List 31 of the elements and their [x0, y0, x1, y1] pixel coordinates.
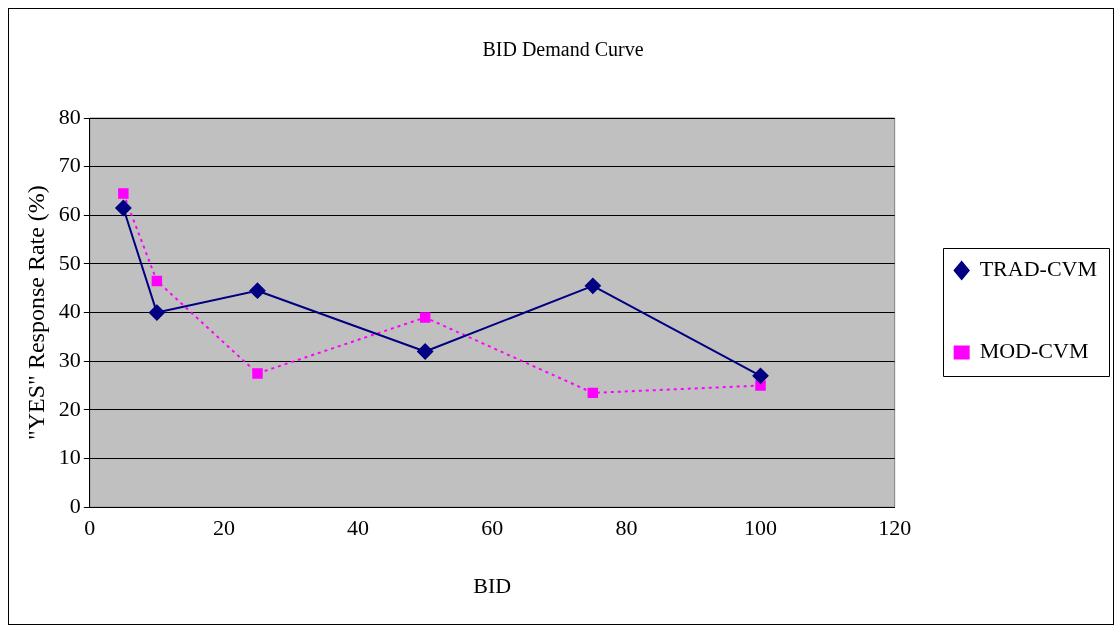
- y-tick-label: 70: [58, 152, 81, 178]
- point: [752, 367, 769, 384]
- y-tick-label: 20: [58, 395, 81, 421]
- x-axis-title: BID: [473, 572, 512, 598]
- y-tick-label: 10: [58, 444, 81, 470]
- y-tick-label: 60: [58, 201, 81, 227]
- point: [249, 282, 266, 299]
- point: [115, 200, 132, 216]
- point: [252, 368, 263, 379]
- y-tick-label: 80: [58, 103, 81, 129]
- y-axis-title: "YES" Response Rate (%): [22, 185, 49, 441]
- x-tick-label: 40: [347, 515, 370, 541]
- x-tick-label: 100: [744, 515, 778, 541]
- y-tick-label: 30: [58, 347, 81, 373]
- chart-title: BID Demand Curve: [482, 38, 644, 61]
- point: [118, 188, 129, 199]
- legend-label: TRAD-CVM: [979, 256, 1098, 282]
- point: [148, 304, 165, 321]
- y-tick-label: 50: [58, 249, 81, 275]
- x-tick-label: 60: [481, 515, 504, 541]
- y-tick-label: 40: [58, 298, 81, 324]
- x-tick-label: 80: [615, 515, 638, 541]
- point: [417, 343, 434, 360]
- y-tick-label: 0: [69, 492, 81, 518]
- point: [587, 387, 599, 399]
- x-tick-label: 20: [212, 515, 235, 541]
- legend-label: MOD-CVM: [979, 338, 1089, 364]
- x-tick-label: 120: [878, 515, 912, 541]
- point: [151, 275, 163, 287]
- point: [419, 312, 431, 323]
- point: [584, 277, 601, 294]
